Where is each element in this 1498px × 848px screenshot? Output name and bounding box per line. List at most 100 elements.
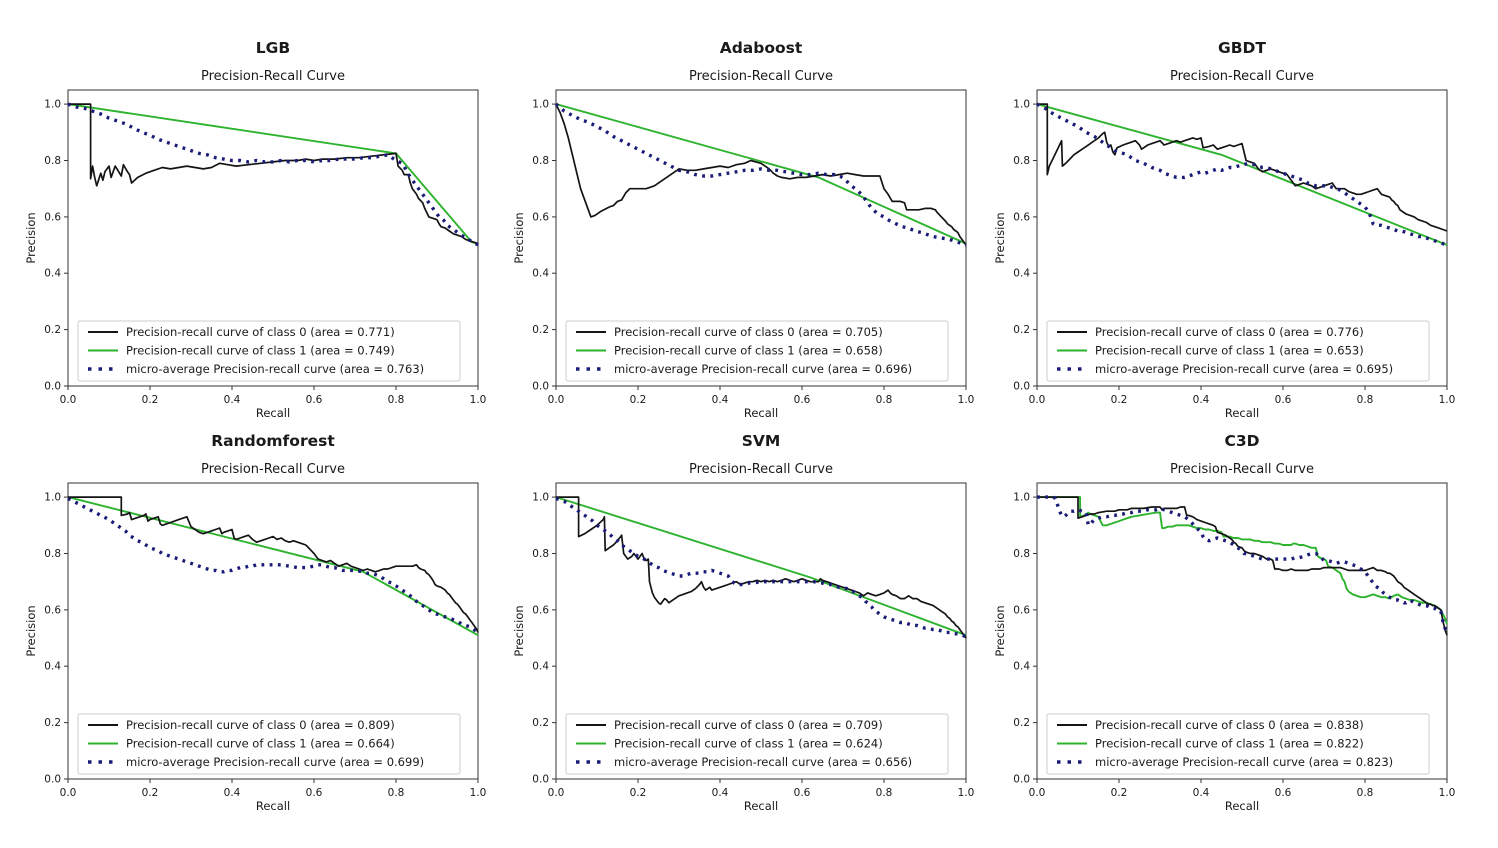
legend-label: micro-average Precision-recall curve (ar… (1095, 755, 1393, 769)
y-tick-label: 0.2 (532, 717, 549, 729)
x-tick-label: 0.8 (1357, 394, 1374, 406)
subplot-gbdt: GBDT Precision-Recall Curve 0.0 0.2 0.4 0.6 0.… (989, 10, 1459, 422)
legend-box (77, 320, 461, 382)
plot-border (1036, 482, 1448, 780)
legend-label: Precision-recall curve of class 0 (area … (126, 718, 395, 732)
chart-canvas-lgb: LGB Precision-Recall Curve 0.0 0.2 0.4 0.6 0.8… (24, 39, 486, 420)
x-tick-label: 0.6 (794, 394, 811, 406)
y-tick-label: 1.0 (1013, 99, 1030, 111)
plot-border (555, 89, 967, 387)
y-tick-label: 0.4 (44, 268, 61, 280)
x-axis-label: Recall (1225, 799, 1259, 813)
y-axis-label: Precision (512, 212, 526, 263)
series-class1-line (555, 496, 967, 637)
legend: Precision-recall curve of class 0 (area … (565, 320, 949, 382)
x-tick-label: 0.6 (306, 787, 323, 799)
x-tick-label: 0.4 (1193, 394, 1210, 406)
subplot-c3d: C3D Precision-Recall Curve 0.0 0.2 0.4 0.6 0.8… (989, 403, 1459, 815)
chart-title: GBDT (1218, 39, 1266, 57)
x-tick-label: 0.8 (876, 787, 893, 799)
series-class1-line (1036, 103, 1448, 246)
legend-label: Precision-recall curve of class 1 (area … (126, 344, 395, 358)
x-tick-label: 0.0 (548, 394, 565, 406)
x-tick-label: 0.0 (60, 394, 77, 406)
y-tick-label: 0.2 (44, 717, 61, 729)
y-tick-label: 0.6 (1013, 211, 1030, 223)
legend-label: Precision-recall curve of class 1 (area … (1095, 344, 1364, 358)
x-axis-label: Recall (256, 406, 290, 420)
legend-label: Precision-recall curve of class 0 (area … (614, 718, 883, 732)
legend: Precision-recall curve of class 0 (area … (1046, 320, 1430, 382)
legend-box (1046, 713, 1430, 775)
y-axis-label: Precision (24, 605, 38, 656)
chart-subtitle: Precision-Recall Curve (201, 69, 345, 84)
chart-subtitle: Precision-Recall Curve (689, 462, 833, 477)
x-tick-label: 0.6 (1275, 787, 1292, 799)
y-tick-label: 0.6 (532, 604, 549, 616)
legend-box (565, 713, 949, 775)
y-tick-label: 0.4 (532, 268, 549, 280)
subplot-lgb: LGB Precision-Recall Curve 0.0 0.2 0.4 0.6 0.8… (20, 10, 490, 422)
x-tick-label: 0.2 (142, 787, 159, 799)
legend-box (1046, 320, 1430, 382)
subplot-adaboost: Adaboost Precision-Recall Curve 0.0 0.2 0.4 0… (508, 10, 978, 422)
series-class0-line (68, 103, 479, 245)
legend-box (77, 713, 461, 775)
y-tick-label: 0.6 (1013, 604, 1030, 616)
legend-label: Precision-recall curve of class 0 (area … (614, 325, 883, 339)
x-tick-label: 1.0 (470, 787, 487, 799)
y-axis-label: Precision (512, 605, 526, 656)
x-tick-label: 0.2 (630, 394, 647, 406)
series-class0-line (68, 496, 479, 633)
x-tick-label: 0.8 (876, 394, 893, 406)
series-class1-line (555, 103, 967, 245)
x-tick-label: 0.2 (142, 394, 159, 406)
y-tick-label: 0.8 (44, 548, 61, 560)
y-tick-label: 0.0 (532, 381, 549, 393)
chart-canvas-randomforest: Randomforest Precision-Recall Curve 0.0 0.2… (24, 432, 487, 813)
y-tick-label: 1.0 (532, 492, 549, 504)
chart-title: C3D (1224, 432, 1259, 450)
y-tick-label: 0.6 (44, 211, 61, 223)
series-micro-line (554, 102, 967, 247)
y-tick-label: 0.2 (1013, 324, 1030, 336)
chart-title: LGB (256, 39, 290, 57)
legend-label: micro-average Precision-recall curve (ar… (614, 362, 912, 376)
x-tick-label: 0.6 (1275, 394, 1292, 406)
chart-canvas-svm: SVM Precision-Recall Curve 0.0 0.2 0.4 0.6 0.8… (512, 432, 974, 813)
chart-canvas-c3d: C3D Precision-Recall Curve 0.0 0.2 0.4 0.6 0.8… (993, 432, 1455, 813)
legend-label: micro-average Precision-recall curve (ar… (126, 755, 424, 769)
x-tick-label: 0.0 (1029, 787, 1046, 799)
y-tick-label: 1.0 (44, 99, 61, 111)
chart-canvas-gbdt: GBDT Precision-Recall Curve 0.0 0.2 0.4 0.6 0.… (993, 39, 1455, 420)
legend-label: Precision-recall curve of class 0 (area … (126, 325, 395, 339)
series-micro-line (1036, 102, 1448, 247)
x-tick-label: 1.0 (958, 394, 975, 406)
legend: Precision-recall curve of class 0 (area … (1046, 713, 1430, 775)
x-tick-label: 0.4 (224, 394, 241, 406)
y-tick-label: 1.0 (532, 99, 549, 111)
x-axis-label: Recall (256, 799, 290, 813)
y-tick-label: 0.0 (1013, 774, 1030, 786)
legend-box (565, 320, 949, 382)
legend-label: Precision-recall curve of class 1 (area … (614, 737, 883, 751)
x-tick-label: 0.4 (712, 394, 729, 406)
legend: Precision-recall curve of class 0 (area … (565, 713, 949, 775)
y-axis-label: Precision (993, 605, 1007, 656)
y-tick-label: 0.4 (1013, 661, 1030, 673)
y-tick-label: 0.4 (44, 661, 61, 673)
series-class0-line (555, 103, 967, 246)
legend-label: micro-average Precision-recall curve (ar… (126, 362, 424, 376)
chart-subtitle: Precision-Recall Curve (689, 69, 833, 84)
plot-border (555, 482, 967, 780)
x-tick-label: 0.6 (306, 394, 323, 406)
y-tick-label: 0.0 (1013, 381, 1030, 393)
x-axis-label: Recall (1225, 406, 1259, 420)
y-tick-label: 1.0 (1013, 492, 1030, 504)
x-tick-label: 0.8 (388, 394, 405, 406)
legend-label: Precision-recall curve of class 0 (area … (1095, 718, 1364, 732)
y-tick-label: 0.8 (1013, 548, 1030, 560)
x-tick-label: 0.8 (388, 787, 405, 799)
legend: Precision-recall curve of class 0 (area … (77, 713, 461, 775)
